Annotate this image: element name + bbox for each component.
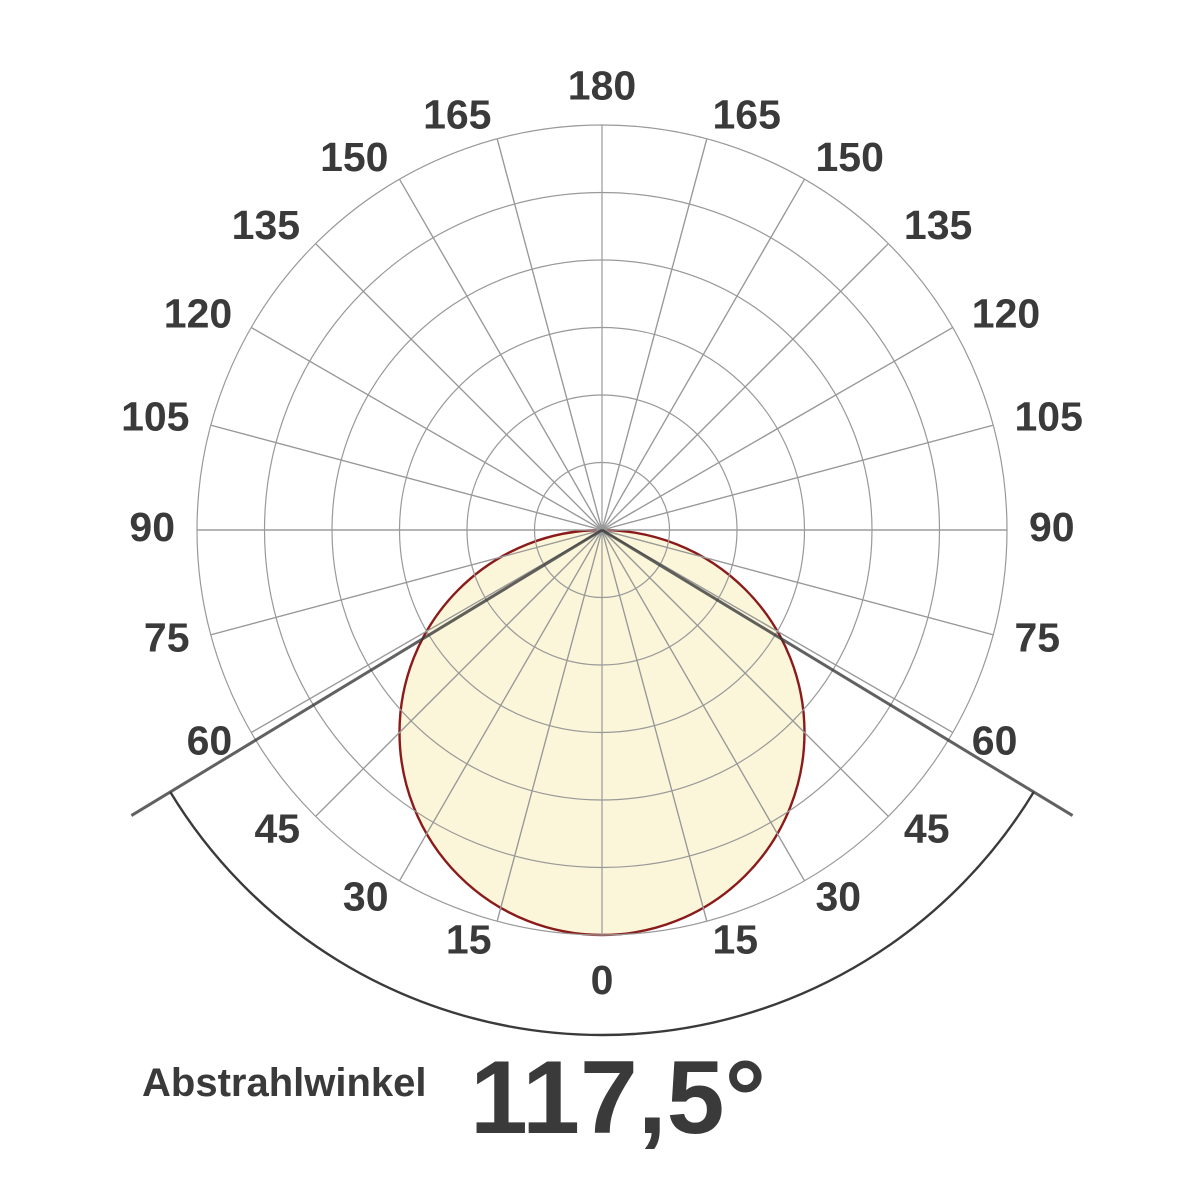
svg-text:45: 45 bbox=[254, 806, 300, 852]
svg-text:165: 165 bbox=[423, 91, 491, 137]
svg-text:45: 45 bbox=[904, 806, 950, 852]
svg-text:60: 60 bbox=[187, 717, 233, 763]
svg-text:105: 105 bbox=[121, 393, 189, 439]
svg-text:180: 180 bbox=[568, 62, 636, 108]
svg-text:30: 30 bbox=[816, 874, 862, 920]
svg-text:165: 165 bbox=[713, 91, 781, 137]
svg-text:30: 30 bbox=[343, 874, 389, 920]
svg-text:15: 15 bbox=[713, 916, 759, 962]
svg-text:75: 75 bbox=[144, 614, 190, 660]
svg-text:117,5°: 117,5° bbox=[470, 1040, 766, 1156]
svg-text:90: 90 bbox=[1029, 504, 1075, 550]
svg-text:120: 120 bbox=[972, 290, 1040, 336]
svg-text:90: 90 bbox=[129, 504, 175, 550]
svg-text:150: 150 bbox=[816, 134, 884, 180]
svg-text:150: 150 bbox=[320, 134, 388, 180]
svg-text:Abstrahlwinkel: Abstrahlwinkel bbox=[142, 1061, 427, 1105]
svg-text:135: 135 bbox=[904, 202, 972, 248]
svg-text:0: 0 bbox=[591, 957, 614, 1003]
svg-text:105: 105 bbox=[1015, 393, 1083, 439]
svg-text:15: 15 bbox=[446, 916, 492, 962]
svg-text:60: 60 bbox=[972, 717, 1018, 763]
svg-text:75: 75 bbox=[1015, 614, 1061, 660]
svg-text:120: 120 bbox=[164, 290, 232, 336]
svg-text:135: 135 bbox=[232, 202, 300, 248]
